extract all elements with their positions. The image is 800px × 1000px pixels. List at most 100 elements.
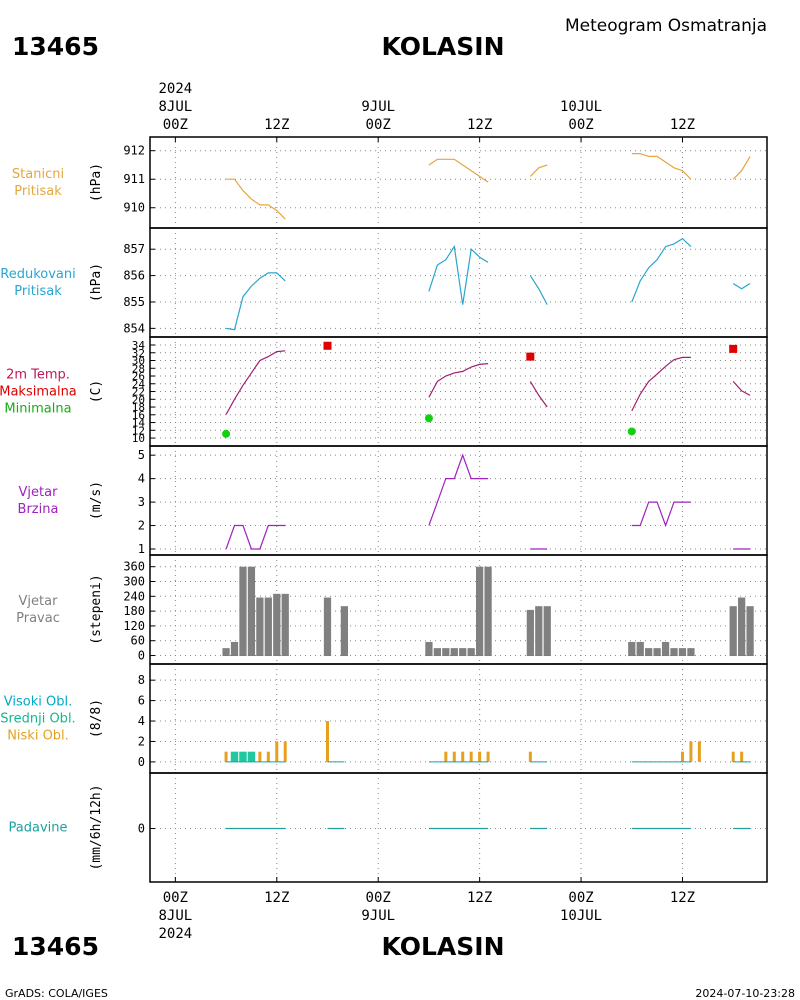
wind-dir-bar [247,566,256,656]
panel-2: 854 855 856 857 (hPa) Redukovani Pritisak [0,227,768,338]
series-line [732,282,751,290]
cloud-bar [247,751,256,762]
y-tick-label: 34 [132,339,146,352]
max-temp-marker [729,344,738,353]
panel-label-line: Stanicni [12,167,64,182]
min-temp-marker [222,429,231,438]
wind-dir-bar [628,641,636,656]
y-tick-label: 912 [123,144,145,158]
y-tick-label: 240 [123,589,145,603]
panel-label-line: Niski Obl. [7,729,69,744]
cloud-bar [283,741,287,762]
cloud-bar [740,751,744,762]
y-tick-label: 856 [123,269,145,283]
wind-dir-bar [273,593,281,656]
series-line [631,237,692,303]
series-line [428,244,489,305]
wind-dir-bar [442,648,450,656]
y-axis-label: (8/8) [89,699,104,738]
wind-dir-bar [661,641,670,656]
wind-dir-bar [636,641,644,656]
cloud-bar [258,751,262,762]
y-tick-label: 14 [132,417,146,430]
wind-dir-bar [543,606,551,656]
cloud-bar [452,751,456,762]
y-tick-label: 4 [138,472,145,486]
panel-label-line: 2m Temp. [6,368,70,383]
top-year-label: 2024 [158,81,192,97]
panel-label-line: Pritisak [14,284,62,299]
cloud-bar [239,751,247,762]
y-tick-label: 24 [132,378,146,391]
series-line [631,501,691,528]
footer-credit: GrADS: COLA/IGES [5,987,108,1000]
y-tick-label: 180 [123,604,145,618]
panel-label-line: Minimalna [4,402,71,417]
bottom-day-label: 9JUL [361,908,395,924]
series-line [529,164,548,177]
cloud-bar [697,741,701,762]
series-line [225,350,286,415]
y-tick-label: 3 [138,495,145,509]
wind-dir-bar [687,648,695,656]
max-temp-marker [323,341,332,350]
wind-dir-bar [484,566,492,656]
top-day-label: 10JUL [560,99,602,115]
station-name-bottom: KOLASIN [381,932,504,961]
y-tick-label: 854 [123,321,145,335]
wind-dir-bar [738,597,746,656]
top-day-label: 8JUL [158,99,192,115]
cloud-bar [689,741,693,762]
wind-dir-bar [230,641,239,656]
y-tick-label: 855 [123,295,145,309]
wind-dir-bar [256,597,264,656]
panel-label-line: Maksimalna [0,385,77,400]
y-tick-label: 300 [123,575,145,589]
wind-dir-bar [340,606,349,656]
wind-dir-bar [459,648,467,656]
y-tick-label: 32 [132,347,145,360]
series-line [529,275,548,305]
y-tick-label: 8 [138,673,145,687]
cloud-bar [478,751,482,762]
panel-6: 0 2 4 6 8 (8/8) Visoki Obl. Srednji Obl. Niski O… [0,663,768,774]
y-tick-label: 5 [138,448,145,462]
wind-dir-bar [281,593,289,656]
y-tick-label: 0 [138,755,145,769]
station-id-bottom: 13465 [12,932,99,961]
y-tick-label: 30 [132,355,145,368]
series-line [732,381,751,396]
y-axis-label: (stepeni) [89,574,104,644]
top-hour-label: 12Z [467,117,492,133]
y-tick-label: 0 [138,822,145,836]
y-tick-label: 60 [131,634,145,648]
bottom-year-label: 2024 [158,926,192,942]
y-axis-label: (C) [89,380,104,403]
wind-dir-bar [433,648,441,656]
y-axis-label: (mm/6h/12h) [89,784,104,870]
series-line [428,363,489,398]
y-tick-label: 20 [132,393,145,406]
wind-dir-bar [450,648,458,656]
panel-frame [149,336,768,447]
bottom-hour-label: 12Z [264,890,289,906]
cloud-bar [444,751,448,762]
series-line [631,153,692,180]
cloud-bar [325,721,329,762]
panels: 910911912(hPa)StanicniPritisak8548558568… [0,136,768,883]
bottom-day-label: 10JUL [560,908,602,924]
wind-dir-bar [264,597,272,656]
y-tick-label: 2 [138,734,145,748]
y-tick-label: 16 [132,409,145,422]
wind-dir-bar [425,641,433,656]
bottom-hour-label: 12Z [467,890,492,906]
panel-label-line: Padavine [9,821,68,836]
series-line [732,156,751,180]
y-tick-label: 22 [132,386,145,399]
wind-dir-bar [653,648,661,656]
bottom-hour-label: 00Z [163,890,188,906]
cloud-bar [224,751,228,762]
y-tick-label: 857 [123,242,145,256]
